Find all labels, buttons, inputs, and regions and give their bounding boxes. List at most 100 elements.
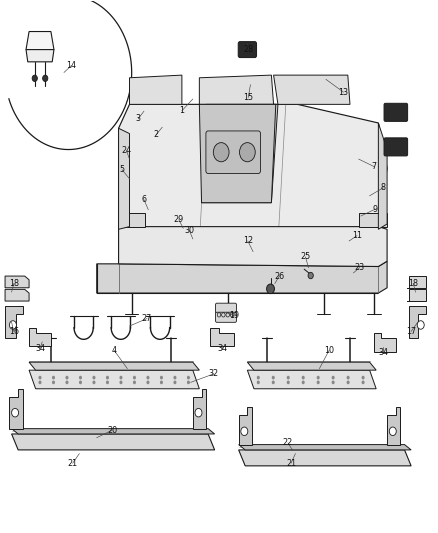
Circle shape <box>389 427 396 435</box>
Circle shape <box>52 381 55 384</box>
Text: 10: 10 <box>324 346 334 355</box>
Text: 34: 34 <box>218 344 227 353</box>
Polygon shape <box>210 328 234 346</box>
Text: 14: 14 <box>67 61 76 70</box>
Text: 1: 1 <box>180 106 184 115</box>
Polygon shape <box>119 227 387 266</box>
Circle shape <box>120 376 123 379</box>
Polygon shape <box>12 434 215 450</box>
Polygon shape <box>239 445 411 450</box>
Circle shape <box>146 381 149 384</box>
Circle shape <box>52 376 55 379</box>
Text: 5: 5 <box>120 165 125 174</box>
Circle shape <box>417 321 424 329</box>
Text: 13: 13 <box>339 87 349 96</box>
Polygon shape <box>387 407 400 445</box>
Polygon shape <box>199 75 274 104</box>
Polygon shape <box>274 75 350 104</box>
Circle shape <box>287 381 290 384</box>
Text: 11: 11 <box>352 231 362 240</box>
Polygon shape <box>409 306 426 338</box>
Circle shape <box>308 272 313 279</box>
Polygon shape <box>29 328 51 346</box>
Polygon shape <box>119 104 387 243</box>
Text: 8: 8 <box>381 183 386 192</box>
Text: 34: 34 <box>35 344 45 353</box>
Text: 18: 18 <box>9 279 19 288</box>
FancyBboxPatch shape <box>215 303 237 313</box>
Polygon shape <box>193 389 206 429</box>
Circle shape <box>65 381 68 384</box>
Text: 20: 20 <box>107 426 117 435</box>
Circle shape <box>133 381 136 384</box>
Circle shape <box>195 408 202 417</box>
Circle shape <box>146 376 149 379</box>
Circle shape <box>173 376 177 379</box>
Circle shape <box>160 381 163 384</box>
Text: 19: 19 <box>230 311 240 320</box>
Circle shape <box>302 381 305 384</box>
Text: 24: 24 <box>121 146 131 155</box>
FancyBboxPatch shape <box>215 312 237 322</box>
Polygon shape <box>26 50 54 62</box>
Circle shape <box>10 321 16 329</box>
Circle shape <box>120 381 123 384</box>
Circle shape <box>92 376 95 379</box>
Circle shape <box>361 381 364 384</box>
Circle shape <box>106 381 109 384</box>
FancyBboxPatch shape <box>206 131 261 173</box>
Polygon shape <box>247 370 376 389</box>
Circle shape <box>241 427 248 435</box>
Polygon shape <box>119 213 145 227</box>
Circle shape <box>12 408 18 417</box>
FancyBboxPatch shape <box>384 138 408 156</box>
Polygon shape <box>201 104 278 203</box>
Polygon shape <box>239 450 411 466</box>
Text: 29: 29 <box>174 215 184 224</box>
Text: 23: 23 <box>354 263 365 272</box>
Text: 16: 16 <box>9 327 19 336</box>
Polygon shape <box>10 389 22 429</box>
Circle shape <box>106 376 109 379</box>
Polygon shape <box>119 128 130 229</box>
Circle shape <box>32 75 37 82</box>
Polygon shape <box>29 370 199 389</box>
Circle shape <box>42 75 48 82</box>
Circle shape <box>92 381 95 384</box>
Circle shape <box>332 376 335 379</box>
Circle shape <box>272 381 275 384</box>
Text: 3: 3 <box>136 114 141 123</box>
Polygon shape <box>199 104 276 203</box>
Text: 2: 2 <box>154 130 159 139</box>
Polygon shape <box>5 289 29 301</box>
Text: 17: 17 <box>406 327 416 336</box>
Circle shape <box>267 284 275 294</box>
Polygon shape <box>29 362 199 370</box>
Text: 7: 7 <box>371 162 377 171</box>
Polygon shape <box>359 213 387 227</box>
Circle shape <box>257 376 260 379</box>
Circle shape <box>361 376 364 379</box>
FancyBboxPatch shape <box>238 42 257 58</box>
Polygon shape <box>407 276 426 288</box>
Text: 25: 25 <box>300 253 311 261</box>
Text: 30: 30 <box>184 226 194 235</box>
Polygon shape <box>247 362 376 370</box>
Polygon shape <box>130 75 182 104</box>
Circle shape <box>317 376 320 379</box>
Circle shape <box>317 381 320 384</box>
Text: 22: 22 <box>283 439 293 448</box>
Polygon shape <box>26 31 54 50</box>
Circle shape <box>302 376 305 379</box>
Text: 26: 26 <box>274 272 284 280</box>
Circle shape <box>287 376 290 379</box>
FancyBboxPatch shape <box>384 103 408 122</box>
Polygon shape <box>374 333 396 352</box>
Circle shape <box>173 381 177 384</box>
Text: 21: 21 <box>68 459 78 467</box>
Polygon shape <box>239 407 252 445</box>
Text: 21: 21 <box>286 459 296 467</box>
Text: 6: 6 <box>141 195 146 204</box>
Text: 15: 15 <box>243 93 253 102</box>
Polygon shape <box>378 123 387 229</box>
